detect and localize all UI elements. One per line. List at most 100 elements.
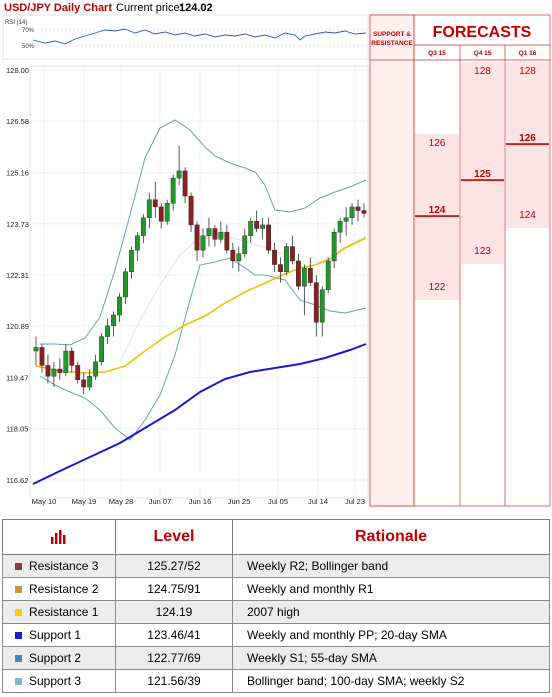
level-name-cell: Resistance 1 — [2, 600, 116, 624]
forecast-high: 126 — [429, 138, 446, 149]
y-tick-label: 120.89 — [6, 322, 29, 331]
chart-area: USD/JPY Daily Chart Current price: 124.0… — [2, 2, 551, 507]
candle-body — [236, 253, 242, 262]
rsi-line — [32, 28, 367, 45]
level-value: 124.19 — [115, 600, 233, 624]
sma-200-line — [32, 343, 367, 485]
candle-body — [134, 235, 140, 251]
level-name-cell: Support 2 — [2, 646, 116, 670]
candle-body — [331, 231, 337, 262]
candle-body — [284, 246, 289, 272]
forecasts-panel: FORECASTS SUPPORT & RESISTANCE Q3 15 126 12… — [369, 14, 551, 507]
candle-body — [254, 221, 260, 229]
table-header-row: Level Rationale — [2, 519, 550, 555]
candle-body — [361, 210, 367, 214]
level-rationale: Weekly and monthly R1 — [232, 577, 550, 601]
level-color-swatch — [15, 609, 22, 617]
forecast-mid: 126 — [519, 133, 536, 144]
level-color-swatch — [15, 632, 22, 640]
x-tick-label: Jul 23 — [345, 497, 365, 506]
levels-table: Level Rationale Resistance 3 125.27/52 Wee… — [2, 519, 550, 693]
candle-body — [272, 249, 277, 265]
candle-body — [87, 376, 93, 388]
candle-body — [105, 325, 110, 337]
candle-body — [152, 199, 158, 208]
candle-body — [170, 177, 176, 204]
level-color-swatch — [15, 678, 22, 686]
candle-body — [81, 379, 87, 388]
bar-chart-icon-cell — [2, 519, 116, 555]
quarter-label: Q3 15 — [428, 50, 446, 57]
forecasts-title: FORECASTS — [433, 24, 532, 41]
candle-body — [176, 170, 182, 179]
candle-body — [200, 235, 206, 251]
rsi-panel: RSI (14) 70% 50% — [2, 14, 369, 60]
candle-body — [296, 260, 301, 287]
candle-body — [75, 365, 81, 381]
grid — [30, 66, 368, 498]
x-axis: May 10 May 19 May 28 Jun 07 Jun 16 Jun 25 Jul … — [32, 497, 365, 506]
level-name: Resistance 3 — [29, 559, 99, 573]
level-value: 124.75/91 — [115, 577, 233, 601]
level-value: 125.27/52 — [115, 554, 233, 578]
candle-body — [278, 264, 283, 272]
bollinger-lower-band — [39, 257, 367, 441]
y-tick-label: 119.47 — [6, 373, 28, 382]
current-price-value: 124.02 — [179, 2, 213, 14]
x-tick-label: May 10 — [32, 497, 57, 506]
table-row: Resistance 3 125.27/52 Weekly R2; Bollinge… — [2, 554, 550, 578]
candle-body — [313, 282, 319, 323]
level-rationale: 2007 high — [232, 600, 550, 624]
candle-body — [123, 271, 128, 298]
level-color-swatch — [15, 563, 22, 571]
level-name-cell: Support 1 — [2, 623, 116, 647]
quarter-label: Q1 16 — [519, 50, 537, 57]
level-name: Support 2 — [29, 651, 82, 665]
level-color-swatch — [15, 655, 22, 663]
candle-body — [69, 350, 75, 366]
level-value: 123.46/41 — [115, 623, 233, 647]
candle-body — [39, 347, 45, 366]
x-tick-label: Jun 16 — [189, 497, 212, 506]
candle-body — [266, 224, 271, 251]
y-axis: 128.00 126.58 125.16 123.73 122.31 120.89 119.… — [6, 66, 29, 485]
forecast-low: 122 — [429, 282, 446, 293]
level-name: Support 1 — [29, 628, 82, 642]
level-name-cell: Support 3 — [2, 669, 116, 693]
candle-body — [63, 350, 69, 373]
candle-body — [99, 336, 105, 363]
candle-body — [140, 217, 146, 236]
table-row: Support 2 122.77/69 Weekly S1; 55-day SMA — [2, 646, 550, 670]
candle-body — [33, 347, 39, 352]
level-color-swatch — [15, 586, 22, 594]
candle-body — [194, 224, 200, 251]
candle-body — [248, 221, 254, 236]
forecast-mid: 125 — [474, 169, 491, 180]
level-name-cell: Resistance 2 — [2, 577, 116, 601]
y-tick-label: 128.00 — [6, 66, 29, 75]
candle-body — [182, 170, 188, 197]
level-rationale: Weekly R2; Bollinger band — [232, 554, 550, 578]
candle-body — [146, 199, 152, 218]
bar-chart-icon — [51, 529, 66, 544]
candle-body — [260, 224, 266, 229]
candle-body — [224, 231, 230, 251]
level-header: Level — [115, 519, 233, 555]
candles — [33, 145, 367, 395]
candle-body — [212, 228, 218, 240]
y-tick-label: 116.62 — [6, 476, 28, 485]
level-value: 122.77/69 — [115, 646, 233, 670]
forecast-high: 128 — [474, 66, 491, 77]
candle-body — [290, 246, 295, 262]
rationale-header: Rationale — [232, 519, 550, 555]
forecast-mid: 124 — [429, 205, 446, 216]
candle-body — [129, 249, 134, 272]
level-rationale: Bollinger band; 100-day SMA; weekly S2 — [232, 669, 550, 693]
table-row: Support 1 123.46/41 Weekly and monthly PP;… — [2, 623, 550, 647]
sma-100-line — [119, 234, 367, 363]
x-tick-label: May 19 — [72, 497, 97, 506]
candle-body — [230, 249, 236, 262]
level-name-cell: Resistance 3 — [2, 554, 116, 578]
candle-body — [242, 235, 248, 254]
candle-body — [111, 314, 116, 326]
